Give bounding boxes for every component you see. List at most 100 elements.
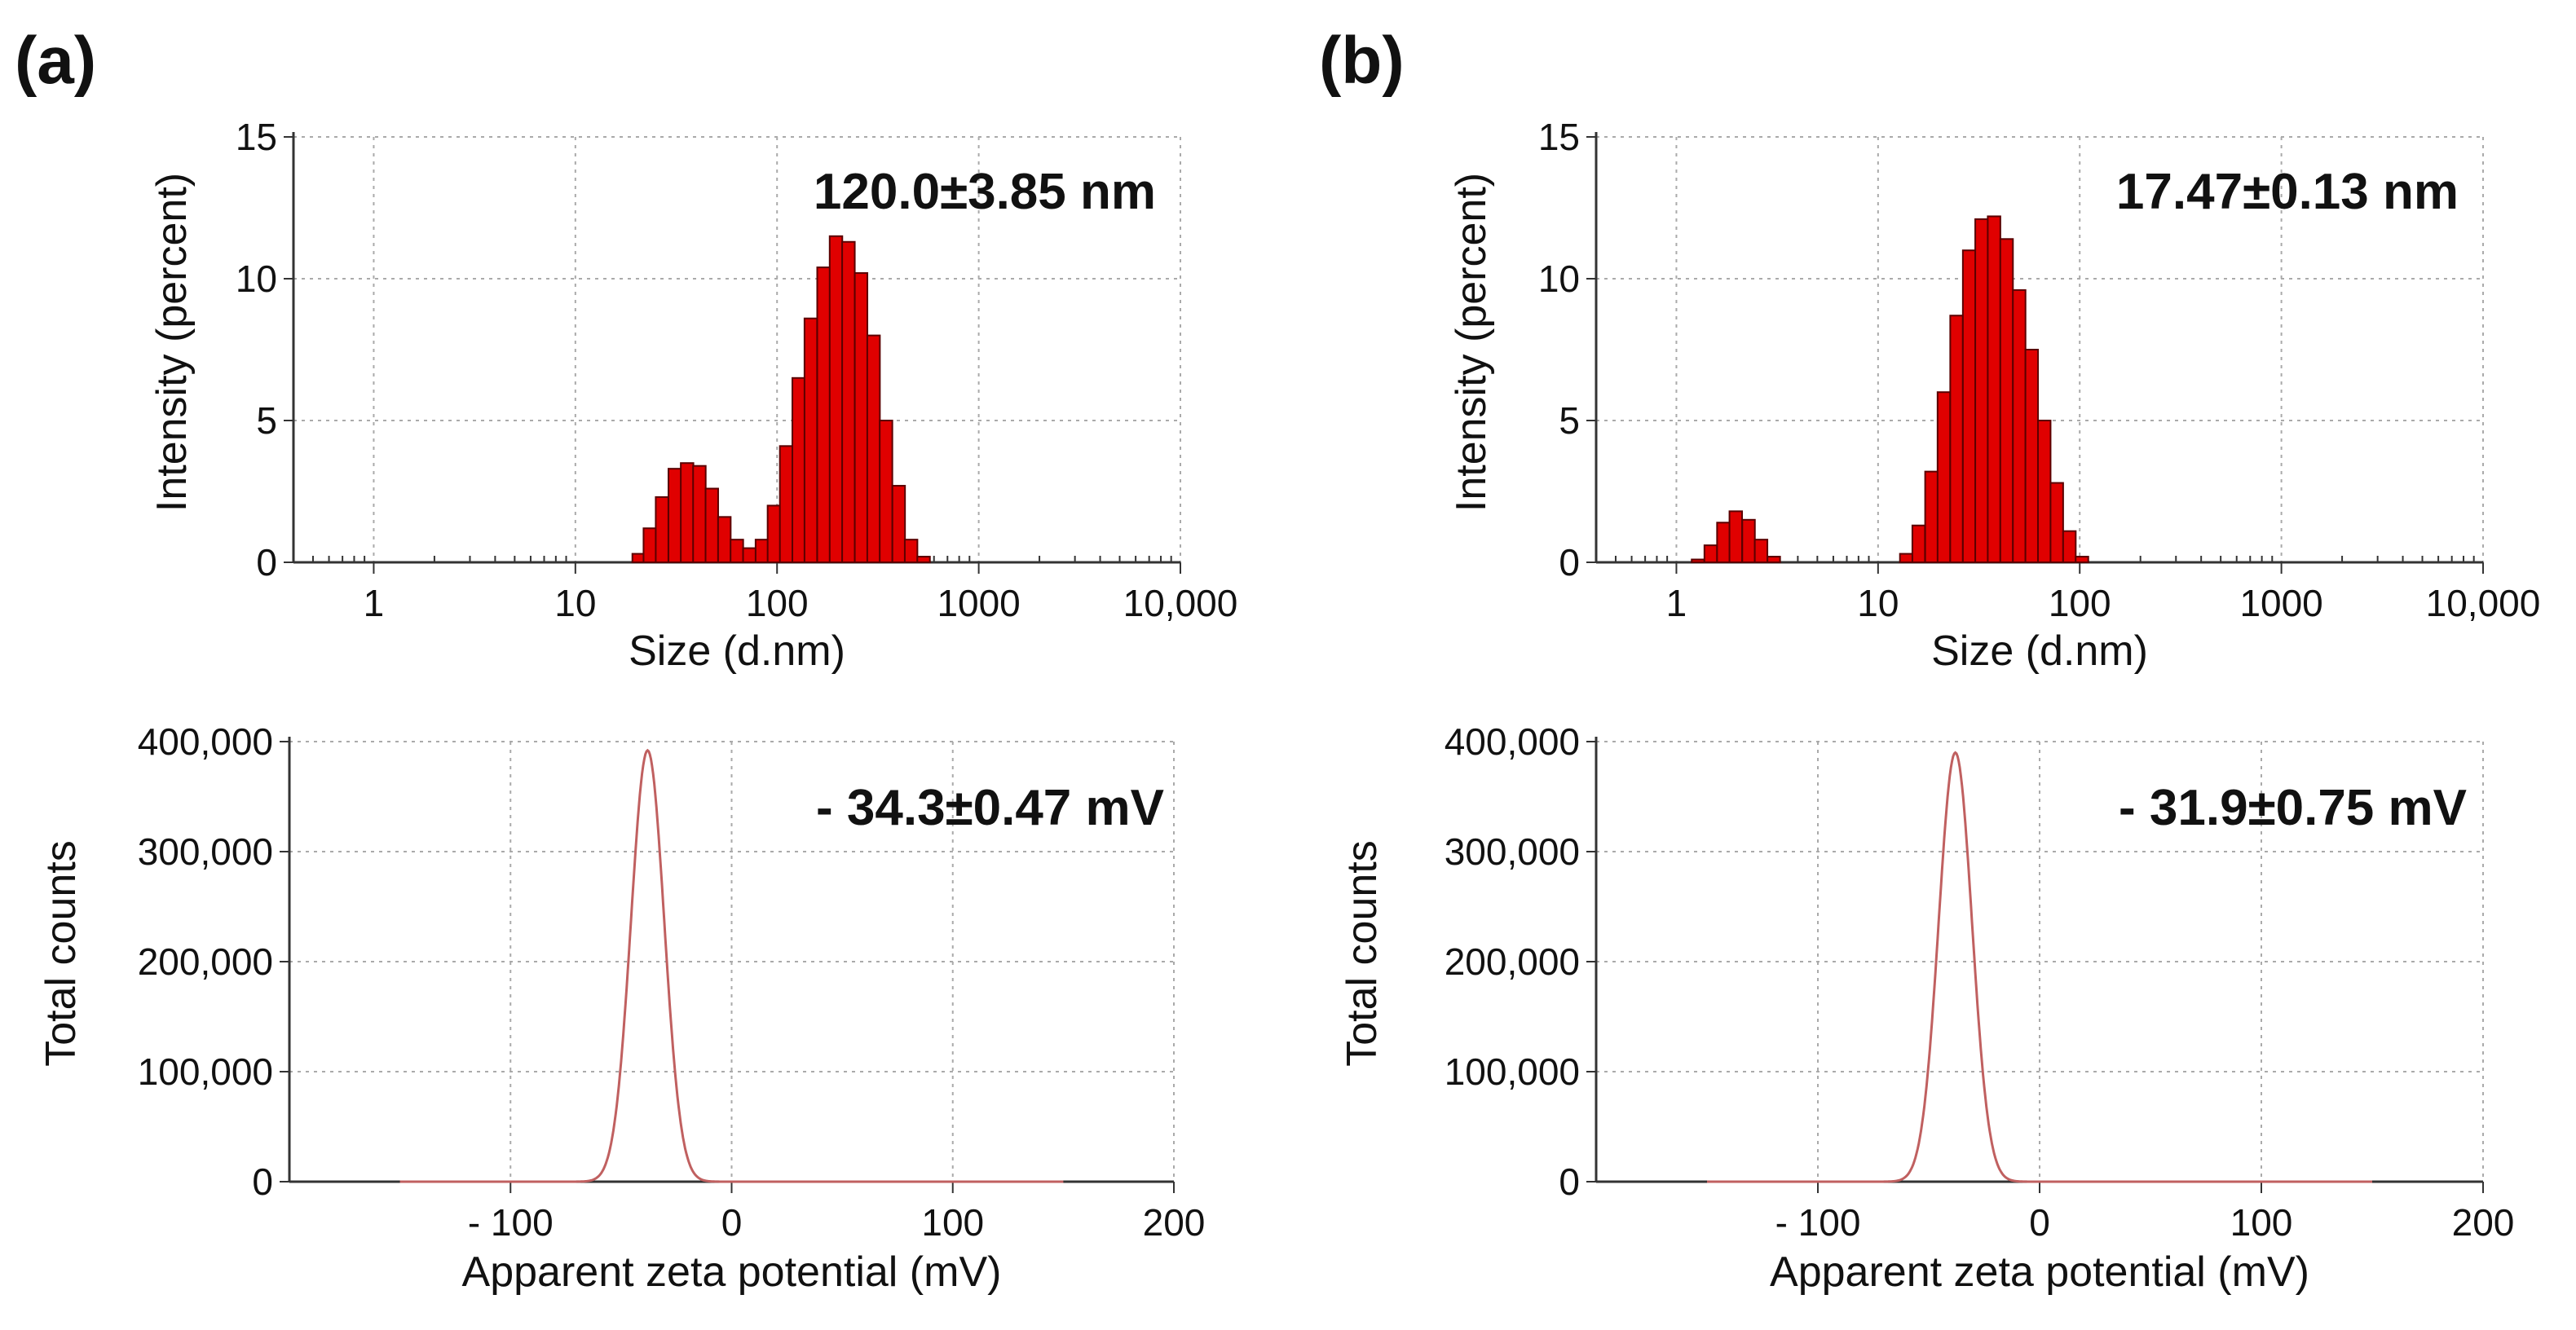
y-axis-title: Total counts [37, 840, 85, 1067]
x-tick-label: 100 [2049, 582, 2111, 624]
y-axis-title: Total counts [1339, 840, 1386, 1067]
histogram-bar [668, 468, 682, 563]
x-tick-label: 1 [1666, 582, 1687, 624]
histogram-bar [1691, 558, 1705, 564]
x-tick-label: 100 [2230, 1201, 2293, 1244]
x-axis-title: Apparent zeta potential (mV) [462, 1249, 1002, 1296]
x-axis-title: Apparent zeta potential (mV) [1770, 1249, 2309, 1296]
x-tick-label: 1000 [937, 582, 1020, 624]
histogram-bar [1924, 470, 1939, 564]
size-distribution-chart-b: 0 5 10 15 1 10 100 1000 10,000 Size (d.nm) Intensi… [1448, 116, 2540, 675]
histogram-bar [1949, 315, 1964, 563]
x-tick-label: 0 [2029, 1201, 2050, 1244]
y-tick-label: 300,000 [1445, 830, 1580, 873]
histogram-bar [1728, 510, 1744, 563]
x-tick-label: 1 [364, 582, 385, 624]
histogram-bar [841, 240, 856, 563]
histogram-bar [1716, 522, 1731, 564]
y-axis-title: Intensity (percent) [148, 173, 196, 512]
histogram-bar [642, 527, 657, 563]
histogram-bar [2012, 288, 2027, 563]
histogram-bar [1974, 218, 1989, 563]
mean-value-annotation: 17.47±0.13 nm [2116, 164, 2459, 220]
histogram-bar [1753, 539, 1769, 563]
y-tick-label: 0 [1559, 541, 1580, 584]
x-tick-label: 10,000 [1123, 582, 1238, 624]
x-tick-label: - 100 [1775, 1201, 1861, 1244]
x-tick-label: 200 [2452, 1201, 2515, 1244]
zeta-potential-chart-a: 0 100,000 200,000 300,000 400,000 - 100 0 100 20… [37, 720, 1205, 1296]
histogram-bar [828, 235, 844, 563]
x-tick-label: 100 [921, 1201, 984, 1244]
histogram-bar [1767, 556, 1781, 563]
histogram-bar [1911, 524, 1926, 564]
y-tick-label: 400,000 [1445, 720, 1580, 763]
histogram-bar [2075, 556, 2089, 563]
y-tick-label: 200,000 [1445, 940, 1580, 983]
y-tick-label: 100,000 [1445, 1050, 1580, 1093]
panel-label-a: (a) [15, 24, 96, 98]
histogram-bar [2049, 482, 2064, 563]
y-tick-label: 0 [1559, 1160, 1580, 1203]
histogram-bar [803, 317, 818, 563]
histogram-bar [792, 377, 806, 563]
zeta-distribution-line [1707, 751, 2372, 1183]
histogram-bar [1899, 553, 1914, 563]
histogram-bar [854, 272, 869, 563]
x-tick-label: 1000 [2239, 582, 2322, 624]
x-tick-label: 200 [1143, 1201, 1206, 1244]
histogram-bar [916, 556, 931, 563]
histogram-bar [2024, 349, 2040, 563]
histogram-bar [692, 465, 707, 563]
y-tick-label: 100,000 [138, 1050, 273, 1093]
y-tick-label: 0 [252, 1160, 273, 1203]
histogram-bar [704, 487, 719, 564]
histogram-bar [779, 445, 794, 563]
x-tick-label: 10,000 [2426, 582, 2541, 624]
y-tick-label: 10 [236, 258, 277, 300]
histogram-bar [655, 495, 669, 564]
histogram-bar [903, 539, 919, 563]
histogram-bar [891, 485, 906, 563]
x-tick-label: 0 [721, 1201, 743, 1244]
y-tick-label: 10 [1538, 258, 1580, 300]
y-tick-label: 15 [236, 116, 277, 158]
x-tick-label: 100 [746, 582, 809, 624]
mean-value-annotation: - 31.9±0.75 mV [2119, 780, 2467, 836]
y-tick-label: 15 [1538, 116, 1580, 158]
histogram-bar [2062, 530, 2077, 563]
zeta-potential-chart-b: 0 100,000 200,000 300,000 400,000 - 100 0 100 20… [1339, 720, 2514, 1296]
histogram-bar [766, 504, 782, 564]
histogram-bar [1999, 238, 2014, 563]
size-distribution-chart-a: 0 5 10 15 1 10 100 1000 10,000 Size (d.nm) Intensi… [148, 116, 1237, 675]
histogram-bar [754, 539, 770, 563]
mean-value-annotation: 120.0±3.85 nm [814, 164, 1156, 220]
histogram-bar [742, 547, 756, 563]
histogram-bar [1961, 249, 1977, 563]
y-tick-label: 0 [256, 541, 277, 584]
y-tick-label: 5 [256, 399, 277, 442]
histogram-bar [1936, 391, 1952, 564]
x-axis-title: Size (d.nm) [629, 628, 845, 675]
histogram-bar [717, 516, 732, 564]
x-tick-label: - 100 [468, 1201, 554, 1244]
histogram-bar [879, 420, 893, 563]
histogram-bar [1741, 518, 1756, 563]
histogram-bar [816, 266, 831, 563]
histogram-bar [1703, 544, 1718, 563]
y-tick-label: 5 [1559, 399, 1580, 442]
y-axis-title: Intensity (percent) [1448, 173, 1495, 512]
zeta-distribution-line [399, 748, 1064, 1183]
histogram-bar [1987, 215, 2001, 563]
histogram-bar [866, 334, 881, 563]
mean-value-annotation: - 34.3±0.47 mV [816, 780, 1164, 836]
histogram-bar [2036, 420, 2052, 563]
panel-label-b: (b) [1319, 24, 1405, 98]
histogram-bar [730, 539, 744, 563]
x-tick-label: 10 [554, 582, 596, 624]
x-axis-title: Size (d.nm) [1931, 628, 2148, 675]
histogram-bar [680, 462, 695, 564]
y-tick-label: 200,000 [138, 940, 273, 983]
y-tick-label: 300,000 [138, 830, 273, 873]
